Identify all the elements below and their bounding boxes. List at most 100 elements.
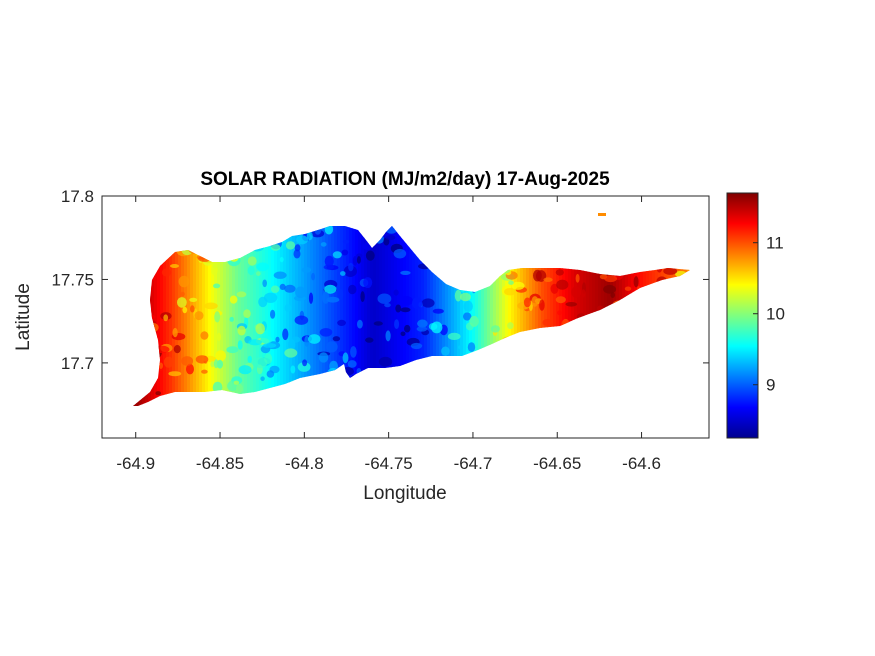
heatmap-speckle: [204, 302, 218, 310]
heatmap-speckle: [296, 235, 308, 245]
heatmap-strip: [457, 226, 461, 406]
heatmap-strip: [559, 226, 563, 406]
heatmap-speckle: [504, 288, 517, 296]
heatmap-strip: [379, 226, 383, 406]
heatmap-strip: [274, 226, 278, 406]
heatmap-strip: [415, 226, 419, 406]
heatmap-speckle: [229, 316, 234, 322]
heatmap-strip: [526, 226, 530, 406]
heatmap-speckle: [432, 308, 444, 314]
heatmap-strip: [511, 226, 515, 406]
heatmap-strip: [496, 226, 500, 406]
heatmap-speckle: [290, 365, 296, 374]
heatmap-speckle: [410, 342, 423, 350]
heatmap-speckle: [214, 311, 221, 323]
heatmap-strip: [571, 226, 575, 406]
heatmap-speckle: [338, 288, 344, 301]
heatmap-speckle: [304, 335, 310, 347]
heatmap-strip: [178, 226, 182, 406]
heatmap-speckle: [385, 330, 391, 342]
heatmap-speckle: [297, 362, 311, 372]
heatmap-speckle: [181, 356, 194, 366]
heatmap-strip: [487, 226, 491, 406]
heatmap-strip: [319, 226, 323, 406]
heatmap-strip: [556, 226, 560, 406]
heatmap-speckle: [337, 319, 346, 326]
heatmap-speckle: [270, 309, 276, 319]
heatmap-strip: [430, 226, 434, 406]
heatmap-strip: [235, 226, 239, 406]
heatmap-strip: [397, 226, 401, 406]
heatmap-speckle: [262, 343, 277, 348]
y-axis-ticks: 17.7 17.75 17.8: [51, 187, 709, 373]
heatmap-speckle: [603, 284, 617, 294]
heatmap-speckle: [624, 286, 632, 291]
heatmap-speckle: [236, 291, 247, 298]
heatmap-strip: [412, 226, 416, 406]
heatmap-strip: [361, 226, 365, 406]
y-tick-label: 17.75: [51, 270, 94, 289]
heatmap-strip: [154, 226, 158, 406]
heatmap-strip: [445, 226, 449, 406]
heatmap-speckle: [332, 251, 342, 259]
heatmap-strip: [307, 226, 311, 406]
heatmap-speckle: [341, 249, 349, 256]
heatmap-speckle: [308, 292, 314, 304]
y-tick-label: 17.7: [61, 354, 94, 373]
heatmap-strip: [409, 226, 413, 406]
heatmap-strip: [268, 226, 272, 406]
heatmap-speckle: [190, 305, 195, 313]
heatmap-strip: [259, 226, 263, 406]
heatmap-strip: [313, 226, 317, 406]
heatmap-speckle: [155, 391, 161, 396]
heatmap-speckle: [523, 297, 531, 308]
heatmap-speckle: [357, 319, 363, 329]
heatmap-strip: [238, 226, 242, 406]
heatmap-speckle: [332, 336, 341, 342]
heatmap-strip: [325, 226, 329, 406]
heatmap-speckle: [215, 350, 226, 362]
heatmap-speckle: [340, 271, 346, 276]
heatmap-strip: [277, 226, 281, 406]
heatmap-speckle: [270, 244, 281, 251]
heatmap-speckle: [256, 262, 269, 272]
heatmap-speckle: [384, 303, 391, 308]
heatmap-speckle: [347, 360, 357, 368]
heatmap-strip: [175, 226, 179, 406]
heatmap-speckle: [604, 275, 617, 283]
heatmap-strip: [286, 226, 290, 406]
heatmap-speckle: [253, 357, 268, 369]
x-tick-label: -64.6: [622, 454, 661, 473]
heatmap-speckle: [279, 256, 284, 263]
x-tick-label: -64.7: [454, 454, 493, 473]
heatmap-strip: [262, 226, 266, 406]
heatmap-speckle: [324, 284, 337, 294]
heatmap-speckle: [275, 336, 280, 343]
heatmap-speckle: [295, 286, 306, 299]
y-axis-label: Latitude: [13, 283, 34, 351]
heatmap-speckle: [195, 355, 209, 364]
heatmap-strip: [370, 226, 374, 406]
heatmap-strip: [493, 226, 497, 406]
heatmap-speckle: [411, 297, 423, 309]
x-tick-label: -64.85: [196, 454, 244, 473]
heatmap-speckle: [571, 286, 582, 298]
heatmap-speckle: [557, 310, 562, 316]
heatmap-strip: [280, 226, 284, 406]
heatmap-strip: [232, 226, 236, 406]
heatmap-speckle: [377, 293, 392, 304]
heatmap-strip: [391, 226, 395, 406]
heatmap-speckle: [301, 267, 312, 273]
heatmap-speckle: [180, 291, 185, 297]
heatmap-speckle: [555, 296, 566, 304]
heatmap-strip: [343, 226, 347, 406]
heatmap-strip: [574, 226, 578, 406]
heatmap-strip: [406, 226, 410, 406]
heatmap-strip: [340, 226, 344, 406]
heatmap-speckle: [306, 231, 313, 241]
heatmap-speckle: [447, 332, 461, 340]
heatmap-speckle: [177, 297, 187, 308]
heatmap-speckle: [533, 269, 542, 282]
heatmap-speckle: [454, 289, 462, 302]
heatmap-speckle: [663, 267, 678, 275]
